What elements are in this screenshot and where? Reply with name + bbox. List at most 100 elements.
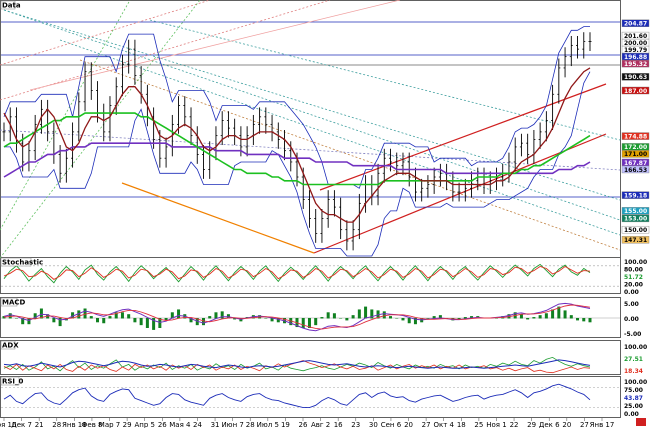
date-tick-label: 26 [158, 421, 167, 428]
date-tick-label: 22 [510, 421, 519, 428]
date-tick-label: 28 [52, 421, 61, 428]
date-tick-label: 29 [123, 421, 132, 428]
macd-histogram-bar [189, 318, 193, 323]
moving-average-red-line [3, 67, 591, 223]
macd-histogram-bar [120, 312, 124, 319]
price-badge-background [621, 225, 650, 234]
macd-histogram-bar [77, 310, 81, 319]
price-badge-background [621, 214, 650, 223]
macd-histogram-bar [401, 318, 405, 321]
macd-histogram-bar [326, 312, 330, 319]
macd-histogram-bar [158, 318, 162, 328]
stochastic-axis-label: 100.00 [624, 259, 647, 266]
macd-histogram-bar [164, 318, 168, 321]
price-badge-background [621, 73, 650, 81]
adx-panel-title: ADX [2, 342, 19, 350]
plus-di-line [3, 356, 591, 372]
macd-histogram-bar [413, 318, 417, 325]
indicator-axis-labels: 100.0080.0051.7220.000.005.000.00-5.0010… [624, 259, 647, 418]
date-tick-label: Дек 6 [539, 421, 560, 428]
macd-histogram-bar [538, 315, 542, 319]
macd-histogram-bar [551, 309, 555, 319]
date-tick-label: Дек 7 [11, 421, 32, 428]
macd-histogram-bar [332, 313, 336, 319]
date-tick-label: 26 [299, 421, 308, 428]
date-tick-label: 29 [527, 421, 536, 428]
price-badge-background [621, 19, 650, 27]
macd-histogram-bar [301, 318, 305, 328]
macd-axis-label: 5.00 [624, 301, 639, 308]
rsi-axis-label: 0.00 [624, 411, 639, 418]
corner-marker[interactable] [636, 418, 646, 426]
adx-plot [3, 356, 591, 374]
macd-histogram-bar [382, 311, 386, 319]
macd-histogram-bar [457, 318, 461, 320]
macd-histogram-bar [133, 318, 137, 323]
date-tick-label: 25 [474, 421, 483, 428]
macd-panel-title: MACD [2, 299, 26, 307]
macd-histogram-bar [289, 318, 293, 326]
price-badge-label: 147.31 [624, 237, 647, 244]
rsi-axis-label: 25.00 [624, 403, 643, 410]
adx-panel [0, 340, 621, 375]
stochastic-plot [1, 263, 620, 287]
macd-histogram-bar [102, 318, 106, 324]
stochastic-panel-title: Stochastic [2, 259, 43, 267]
macd-histogram-bar [270, 318, 274, 322]
macd-histogram-bar [89, 316, 93, 319]
date-tick-label: 20 [404, 421, 413, 428]
macd-histogram-bar [582, 318, 586, 322]
lower-band-line [4, 71, 591, 257]
price-badge-label: 199.79 [624, 47, 647, 54]
date-tick-label: 18 [457, 421, 466, 428]
macd-histogram-bar [576, 318, 580, 321]
rsi-axis-label: 75.00 [624, 387, 643, 394]
date-tick-label: Июл 5 [257, 421, 279, 428]
trend-line-lower [313, 133, 607, 254]
price-badge-background [621, 207, 650, 215]
macd-histogram-bar [201, 318, 205, 326]
price-badge-label: 200.00 [624, 40, 647, 47]
macd-histogram-bar [214, 312, 218, 319]
macd-histogram-bar [152, 318, 156, 330]
macd-histogram-bar [438, 315, 442, 319]
date-tick-label: 28 [246, 421, 255, 428]
price-badge-label: 196.88 [624, 54, 647, 61]
date-tick-label: Фев 8 [81, 421, 102, 428]
macd-axis-label: -5.00 [624, 331, 641, 338]
macd-signal-line [3, 304, 591, 330]
date-tick-label: Янв 18 [62, 421, 87, 428]
macd-histogram-bar [58, 318, 62, 327]
price-badge-label: 187.00 [624, 88, 647, 95]
main-panel-title: Data [2, 2, 21, 10]
macd-histogram-bar [177, 309, 181, 319]
date-tick-label: Июн 7 [221, 421, 243, 428]
stochastic-axis-label: 80.00 [624, 267, 643, 274]
macd-histogram-bar [220, 311, 224, 319]
stochastic-panel [0, 257, 621, 294]
date-tick-label: 23 [351, 421, 360, 428]
macd-histogram-bar [526, 318, 530, 320]
macd-histogram-bar [351, 315, 355, 319]
date-tick-label: 30 [369, 421, 378, 428]
main-plot [2, 26, 592, 257]
macd-histogram-bar [96, 318, 100, 323]
rsi-panel [0, 376, 621, 418]
main-panel [0, 0, 621, 258]
stochastic-d-line [3, 265, 591, 280]
macd-histogram-bar [588, 318, 592, 323]
date-tick-label: 24 [193, 421, 202, 428]
rsi-axis-label: 43.87 [624, 395, 643, 402]
price-badge-background [621, 165, 650, 174]
macd-histogram-bar [320, 317, 324, 319]
price-badge-label: 159.18 [624, 192, 647, 199]
date-tick-label: 27 [422, 421, 431, 428]
macd-histogram-bar [208, 316, 212, 319]
macd-histogram-bar [14, 318, 18, 319]
macd-histogram-bar [71, 312, 75, 319]
date-tick-label: 20 [562, 421, 571, 428]
rsi-line [3, 383, 591, 409]
price-badge-label: 166.53 [624, 167, 647, 174]
